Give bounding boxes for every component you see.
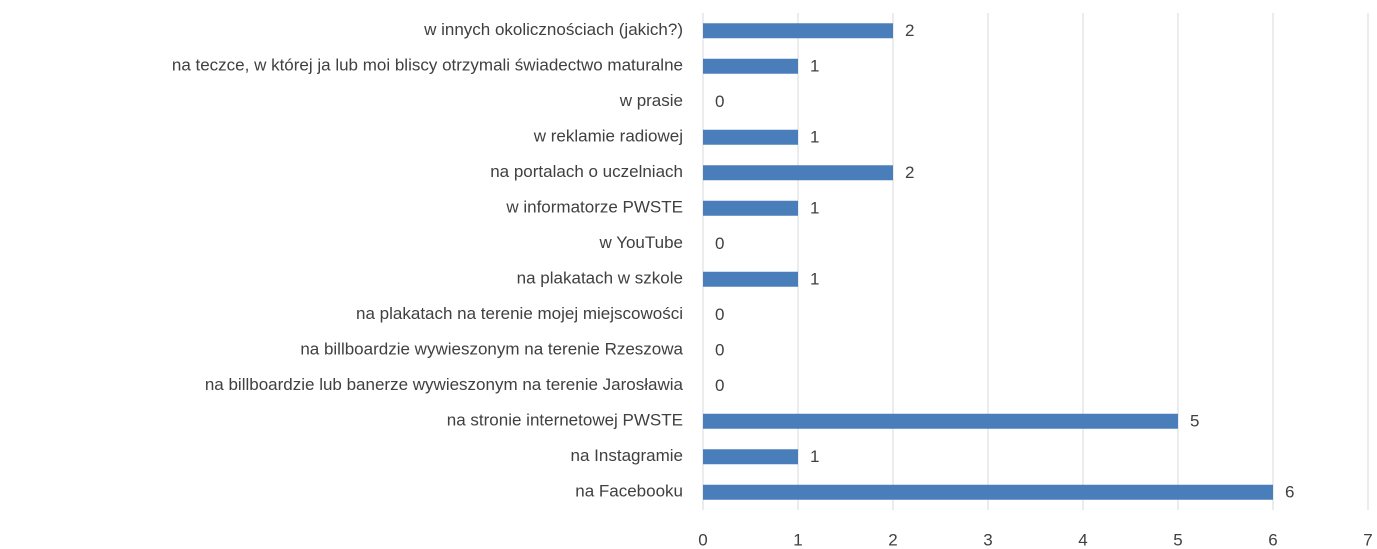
value-label: 5 bbox=[1190, 412, 1199, 431]
bar bbox=[703, 129, 798, 145]
x-tick-label: 3 bbox=[983, 530, 992, 549]
y-tick-label: w innych okolicznościach (jakich?) bbox=[423, 20, 683, 39]
x-tick-label: 4 bbox=[1078, 530, 1087, 549]
bar bbox=[703, 449, 798, 465]
y-tick-label: na teczce, w której ja lub moi bliscy ot… bbox=[172, 56, 683, 75]
x-tick-label: 0 bbox=[698, 530, 707, 549]
value-label: 0 bbox=[715, 376, 724, 395]
y-tick-label: na Instagramie bbox=[571, 446, 683, 465]
y-tick-label: na portalach o uczelniach bbox=[490, 162, 683, 181]
value-label: 0 bbox=[715, 234, 724, 253]
value-label: 0 bbox=[715, 92, 724, 111]
y-tick-label: w informatorze PWSTE bbox=[505, 198, 683, 217]
x-tick-label: 2 bbox=[888, 530, 897, 549]
bar bbox=[703, 165, 893, 181]
y-tick-label: na billboardzie lub banerze wywieszonym … bbox=[205, 375, 684, 394]
value-label: 1 bbox=[810, 447, 819, 466]
x-tick-label: 6 bbox=[1268, 530, 1277, 549]
value-label: 2 bbox=[905, 163, 914, 182]
bar bbox=[703, 200, 798, 216]
x-tick-label: 1 bbox=[793, 530, 802, 549]
x-tick-label: 5 bbox=[1173, 530, 1182, 549]
value-label: 1 bbox=[810, 57, 819, 76]
y-tick-label: na Facebooku bbox=[575, 482, 683, 501]
y-tick-label: na plakatach na terenie mojej miejscowoś… bbox=[356, 304, 683, 323]
y-tick-label: na plakatach w szkole bbox=[517, 269, 683, 288]
x-tick-label: 7 bbox=[1363, 530, 1372, 549]
y-tick-label: na stronie internetowej PWSTE bbox=[447, 411, 683, 430]
y-tick-label: w YouTube bbox=[599, 233, 684, 252]
y-tick-label: na billboardzie wywieszonym na terenie R… bbox=[300, 340, 683, 359]
value-label: 6 bbox=[1285, 483, 1294, 502]
bar bbox=[703, 413, 1178, 429]
value-label: 1 bbox=[810, 128, 819, 147]
y-tick-label: w reklamie radiowej bbox=[533, 127, 683, 146]
bar bbox=[703, 58, 798, 74]
bar bbox=[703, 271, 798, 287]
value-label: 2 bbox=[905, 21, 914, 40]
value-label: 0 bbox=[715, 341, 724, 360]
bar bbox=[703, 484, 1273, 500]
y-tick-label: w prasie bbox=[619, 91, 683, 110]
value-label: 1 bbox=[810, 199, 819, 218]
value-label: 0 bbox=[715, 305, 724, 324]
value-label: 1 bbox=[810, 270, 819, 289]
bar bbox=[703, 23, 893, 39]
